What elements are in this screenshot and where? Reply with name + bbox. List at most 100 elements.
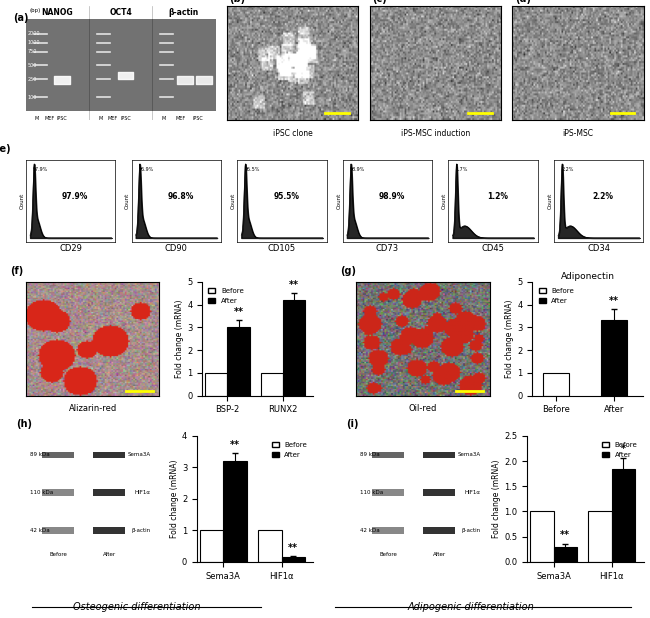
Text: HIF1α: HIF1α [135, 490, 150, 495]
Text: iPSC: iPSC [120, 116, 131, 121]
Text: After: After [433, 552, 446, 557]
Text: **: ** [289, 280, 299, 290]
Text: Sema3A: Sema3A [127, 452, 150, 457]
Bar [423, 452, 456, 458]
Bar [543, 373, 569, 396]
Text: (i): (i) [346, 420, 358, 430]
Text: β-actin: β-actin [462, 528, 480, 533]
Text: 500: 500 [27, 63, 37, 68]
Text: iPSC: iPSC [192, 116, 203, 121]
Text: HIF1α: HIF1α [464, 490, 480, 495]
Text: MEF: MEF [45, 116, 55, 121]
Text: β-actin: β-actin [168, 8, 199, 17]
Text: Sema3A: Sema3A [458, 452, 480, 457]
Y-axis label: Fold change (mRNA): Fold change (mRNA) [176, 300, 185, 378]
Bar [227, 328, 250, 396]
Text: 97.9%: 97.9% [33, 167, 48, 172]
Text: iPS-MSC induction: iPS-MSC induction [400, 129, 470, 138]
Y-axis label: Fold change (mRNA): Fold change (mRNA) [506, 300, 514, 378]
Text: 110 kDa: 110 kDa [30, 490, 53, 495]
Text: 1000: 1000 [27, 40, 40, 45]
Bar [42, 452, 74, 458]
Bar [423, 527, 456, 533]
Y-axis label: Fold change (mRNA): Fold change (mRNA) [170, 460, 179, 538]
X-axis label: CD29: CD29 [59, 245, 82, 253]
Bar [372, 489, 404, 496]
Text: iPSC clone: iPSC clone [272, 129, 313, 138]
Bar [372, 452, 404, 458]
Text: iPS-MSC: iPS-MSC [562, 129, 593, 138]
Bar [283, 300, 306, 396]
Bar [554, 547, 577, 562]
Text: (a): (a) [14, 12, 29, 23]
Text: iPSC: iPSC [57, 116, 68, 121]
Text: 100: 100 [27, 95, 37, 100]
Y-axis label: Fold change (mRNA): Fold change (mRNA) [493, 460, 501, 538]
Text: **: ** [609, 295, 619, 306]
X-axis label: CD73: CD73 [376, 245, 399, 253]
Text: 2000: 2000 [27, 31, 40, 36]
Title: Adiponectin: Adiponectin [561, 272, 615, 281]
Text: **: ** [560, 530, 570, 540]
Text: NANOG: NANOG [42, 8, 73, 17]
Text: (b): (b) [229, 0, 246, 4]
Text: 96.8%: 96.8% [168, 192, 194, 201]
Y-axis label: Count: Count [20, 193, 25, 209]
Text: (g): (g) [340, 266, 356, 276]
X-axis label: CD45: CD45 [482, 245, 504, 253]
Legend: Before, After: Before, After [599, 439, 640, 460]
Text: 89 kDa: 89 kDa [30, 452, 49, 457]
Text: (h): (h) [16, 420, 32, 430]
Text: 95.5%: 95.5% [244, 167, 260, 172]
Y-axis label: Count: Count [442, 193, 447, 209]
Bar [588, 512, 612, 562]
Y-axis label: Count: Count [547, 193, 552, 209]
Text: M: M [98, 116, 102, 121]
Text: 110 kDa: 110 kDa [360, 490, 384, 495]
Text: (c): (c) [372, 0, 387, 4]
Text: 97.9%: 97.9% [62, 192, 88, 201]
Text: 1.2%: 1.2% [487, 192, 508, 201]
Text: Before: Before [49, 552, 67, 557]
Text: *: * [621, 444, 626, 454]
Text: 1.7%: 1.7% [456, 167, 468, 172]
Text: OCT4: OCT4 [109, 8, 132, 17]
Text: 89 kDa: 89 kDa [360, 452, 380, 457]
Text: MEF: MEF [176, 116, 186, 121]
Text: 2.2%: 2.2% [561, 167, 573, 172]
Text: 750: 750 [27, 49, 37, 54]
Text: After: After [103, 552, 116, 557]
Bar [423, 489, 456, 496]
Text: Osteogenic differentiation: Osteogenic differentiation [73, 602, 201, 612]
Text: 98.9%: 98.9% [379, 192, 405, 201]
Bar [261, 373, 283, 396]
Bar [530, 512, 554, 562]
Text: 42 kDa: 42 kDa [360, 528, 380, 533]
Bar [200, 530, 224, 562]
Text: 95.5%: 95.5% [274, 192, 300, 201]
Text: (f): (f) [10, 266, 23, 276]
Bar [42, 527, 74, 533]
Text: Alizarin-red: Alizarin-red [68, 404, 117, 413]
Text: Before: Before [379, 552, 397, 557]
Bar [224, 461, 246, 562]
Bar [281, 557, 305, 562]
Text: 2.2%: 2.2% [593, 192, 614, 201]
Text: β-actin: β-actin [131, 528, 150, 533]
Legend: Before, After: Before, After [205, 285, 246, 307]
Bar [258, 530, 281, 562]
Text: Oil-red: Oil-red [409, 404, 437, 413]
Text: M: M [35, 116, 39, 121]
Text: 98.9%: 98.9% [350, 167, 365, 172]
X-axis label: CD90: CD90 [165, 245, 188, 253]
Text: 250: 250 [27, 77, 37, 82]
Bar [42, 489, 74, 496]
Bar [601, 321, 627, 396]
X-axis label: CD34: CD34 [587, 245, 610, 253]
Text: (e): (e) [0, 144, 10, 154]
Text: 42 kDa: 42 kDa [30, 528, 49, 533]
Text: **: ** [233, 307, 244, 317]
X-axis label: CD105: CD105 [268, 245, 296, 253]
Y-axis label: Count: Count [125, 193, 130, 209]
Text: Adipogenic differentiation: Adipogenic differentiation [407, 602, 534, 612]
